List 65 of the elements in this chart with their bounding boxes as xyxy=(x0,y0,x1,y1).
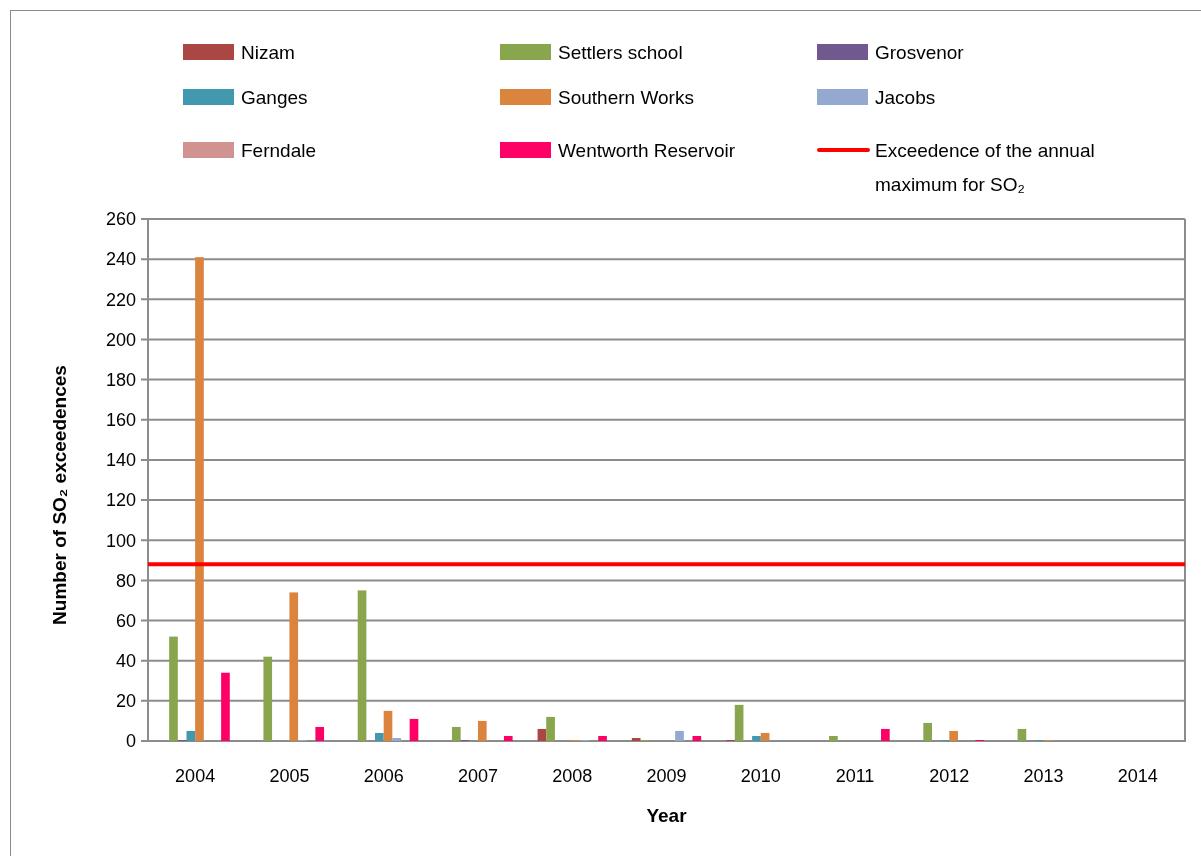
y-tick-label: 260 xyxy=(105,209,136,230)
x-tick-label: 2013 xyxy=(1023,766,1064,786)
legend-label: Grosvenor xyxy=(875,41,965,63)
y-tick-label: 160 xyxy=(105,410,136,431)
y-tick-label: 100 xyxy=(105,530,136,551)
bar xyxy=(289,592,299,741)
x-tick-label: 2011 xyxy=(835,766,875,786)
bar xyxy=(383,710,393,741)
bar xyxy=(631,737,641,741)
y-tick-label: 80 xyxy=(115,570,136,591)
bar xyxy=(392,737,401,741)
bar xyxy=(263,656,273,741)
x-tick-label: 2008 xyxy=(552,766,593,786)
legend-label: Ferndale xyxy=(241,139,316,161)
x-tick-label: 2007 xyxy=(457,766,498,786)
bar xyxy=(315,726,325,741)
legend-label: Jacobs xyxy=(875,86,936,108)
y-tick-label: 20 xyxy=(115,691,136,712)
bar xyxy=(949,730,958,741)
bar xyxy=(546,716,555,741)
y-tick-label: 220 xyxy=(105,289,136,310)
bar xyxy=(186,730,196,741)
y-axis-title: Number of SO₂ exceedences xyxy=(49,365,70,625)
legend-label: Ganges xyxy=(241,86,308,108)
bar xyxy=(881,728,890,741)
x-tick-label: 2009 xyxy=(646,766,687,786)
x-tick-label: 2010 xyxy=(740,766,781,786)
y-tick-label: 180 xyxy=(105,369,136,390)
bar xyxy=(692,735,702,741)
y-tick-label: 0 xyxy=(125,731,136,752)
bar xyxy=(752,735,761,741)
bar xyxy=(675,730,684,741)
bar xyxy=(598,735,607,741)
y-tick-label: 240 xyxy=(105,249,136,270)
legend-label: Nizam xyxy=(241,41,295,63)
bar xyxy=(829,735,838,741)
y-tick-label: 140 xyxy=(105,450,136,471)
bar xyxy=(734,704,744,741)
x-tick-label: 2014 xyxy=(1117,766,1158,786)
legend-label: Wentworth Reservoir xyxy=(558,139,736,161)
y-tick-label: 60 xyxy=(115,610,136,631)
bar xyxy=(537,728,547,741)
bar xyxy=(357,590,367,741)
bar xyxy=(760,732,770,741)
bar xyxy=(375,732,384,741)
bar xyxy=(409,718,419,741)
bar xyxy=(1017,728,1027,741)
bar xyxy=(169,636,178,741)
bar xyxy=(221,672,230,741)
x-tick-label: 2006 xyxy=(363,766,404,786)
bar xyxy=(451,726,461,741)
bar xyxy=(195,257,204,741)
legend-label: Southern Works xyxy=(558,86,694,108)
y-tick-label: 40 xyxy=(115,650,136,671)
x-tick-label: 2004 xyxy=(175,766,216,786)
bar xyxy=(923,722,932,741)
x-tick-label: 2012 xyxy=(929,766,970,786)
legend-label: Settlers school xyxy=(558,41,683,63)
bar xyxy=(503,735,513,741)
bar xyxy=(477,720,487,741)
y-tick-label: 200 xyxy=(105,329,136,350)
y-tick-label: 120 xyxy=(105,490,136,511)
legend-label: Exceedence of the annual maximum for SO₂ xyxy=(875,139,1095,195)
x-axis-title: Year xyxy=(646,805,688,826)
x-tick-label: 2005 xyxy=(269,766,310,786)
